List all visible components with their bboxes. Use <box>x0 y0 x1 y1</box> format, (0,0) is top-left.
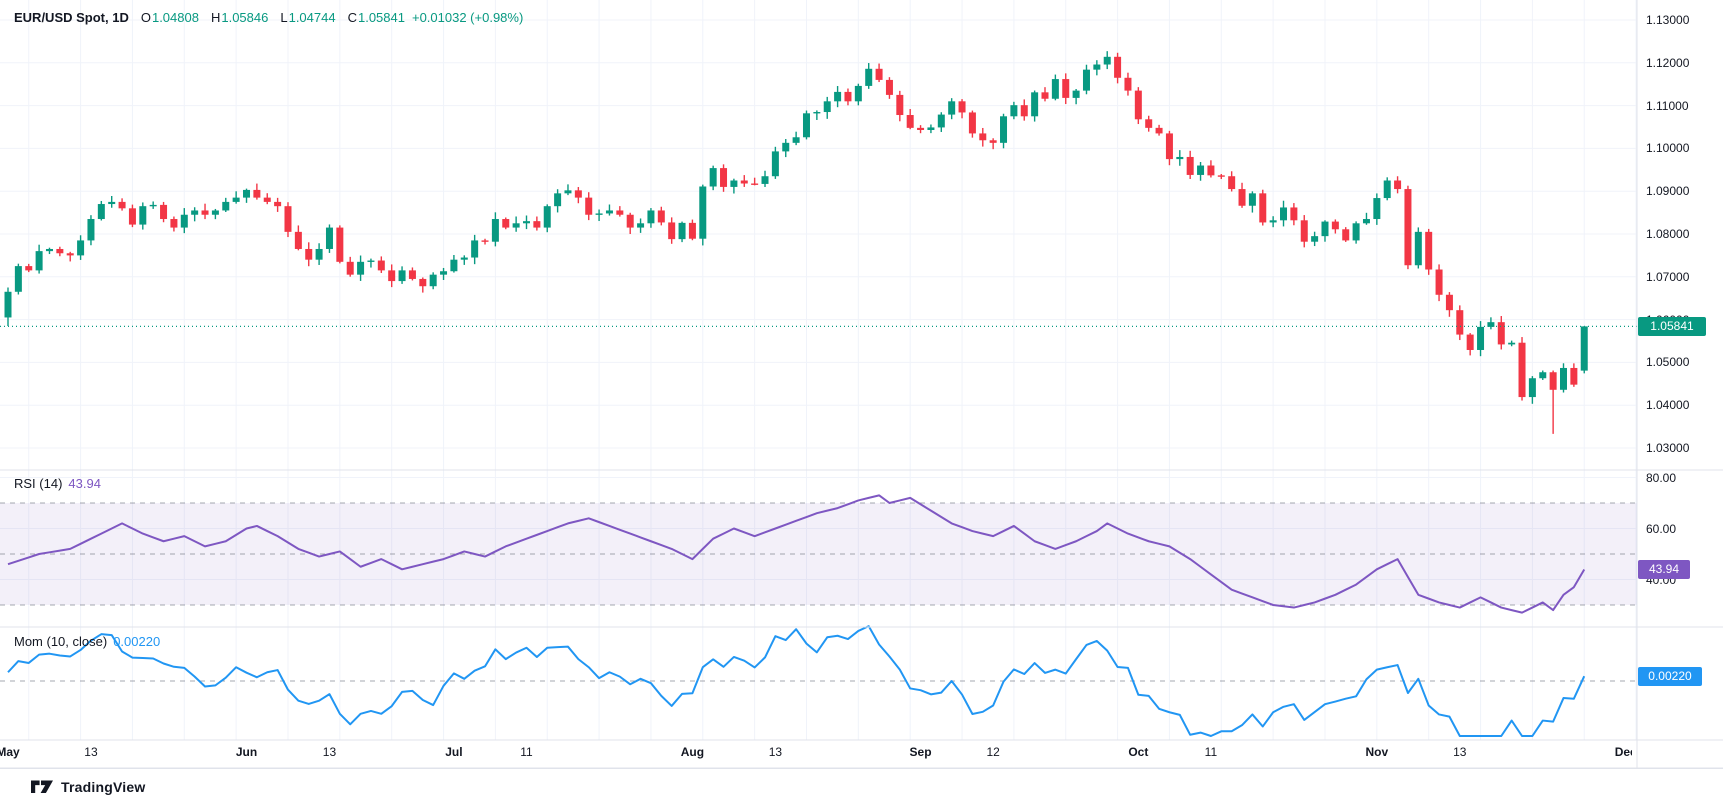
price-tick-label: 1.09000 <box>1646 184 1690 199</box>
change-value: +0.01032 (+0.98%) <box>411 10 524 25</box>
price-tick-label: 1.08000 <box>1646 227 1690 241</box>
rsi-tick-label: 60.00 <box>1646 521 1677 536</box>
close-label: C <box>347 10 357 25</box>
time-tick-label: 13 <box>84 745 98 759</box>
tradingview-logo-icon <box>31 780 53 793</box>
time-scale[interactable]: May 13 Jun 13 Jul 11 Aug 13 Sep 12 Oct 11 Nov 13 Dec <box>0 740 1723 768</box>
high-value: 1.05846 <box>221 10 269 25</box>
time-tick-label: Oct <box>1128 745 1149 759</box>
chart-canvas[interactable] <box>0 0 1723 768</box>
time-tick-label: Jun <box>235 745 258 759</box>
footer-bar: TradingView <box>0 768 1723 804</box>
last-price-badge: 1.05841 <box>1638 316 1706 336</box>
time-tick-label: Jul <box>445 745 463 759</box>
tradingview-link[interactable]: TradingView <box>30 778 145 795</box>
rsi-value-badge: 43.94 <box>1638 559 1690 579</box>
price-tick-label: 1.11000 <box>1646 98 1689 113</box>
open-value: 1.04808 <box>151 10 199 25</box>
time-tick-label: Dec <box>1614 745 1632 759</box>
price-tick-label: 1.07000 <box>1646 269 1690 284</box>
price-tick-label: 1.03000 <box>1646 441 1690 455</box>
low-label: L <box>280 10 288 25</box>
price-tick-label: 1.05000 <box>1646 355 1690 370</box>
price-tick-label: 1.12000 <box>1646 55 1690 70</box>
mom-indicator-value: 0.00220 <box>113 634 161 649</box>
rsi-indicator-title[interactable]: RSI (14) <box>14 476 63 491</box>
time-tick-label: Nov <box>1365 745 1389 759</box>
time-tick-label: 13 <box>768 745 783 759</box>
price-tick-label: 1.04000 <box>1646 398 1690 413</box>
high-label: H <box>210 10 221 25</box>
time-tick-label: Sep <box>909 745 932 759</box>
time-tick-label: Aug <box>680 745 705 759</box>
open-label: O <box>140 10 151 25</box>
rsi-legend: RSI (14) 43.94 <box>14 476 101 491</box>
rsi-tick-label: 80.00 <box>1646 470 1677 485</box>
time-tick-label: 11 <box>1204 745 1218 759</box>
symbol-title[interactable]: EUR/USD Spot, 1D <box>14 10 129 25</box>
time-tick-label: 13 <box>1453 745 1467 759</box>
time-tick-label: 13 <box>322 745 337 759</box>
tradingview-wordmark: TradingView <box>61 778 146 795</box>
price-tick-label: 1.13000 <box>1646 13 1690 27</box>
rsi-indicator-value: 43.94 <box>68 476 101 491</box>
mom-legend: Mom (10, close) 0.00220 <box>14 634 160 649</box>
mom-value-badge: 0.00220 <box>1638 666 1702 686</box>
time-tick-label: 12 <box>986 745 1000 759</box>
price-scale[interactable]: 1.13000 1.12000 1.11000 1.10000 1.09000 1.080… <box>1637 0 1723 740</box>
time-tick-label: May <box>0 745 20 759</box>
low-value: 1.04744 <box>288 10 336 25</box>
price-tick-label: 1.10000 <box>1646 141 1690 156</box>
time-tick-label: 11 <box>520 745 533 759</box>
close-value: 1.05841 <box>357 10 405 25</box>
mom-indicator-title[interactable]: Mom (10, close) <box>14 634 108 649</box>
symbol-legend: EUR/USD Spot, 1D O1.04808 H1.05846 L1.04… <box>14 10 523 25</box>
